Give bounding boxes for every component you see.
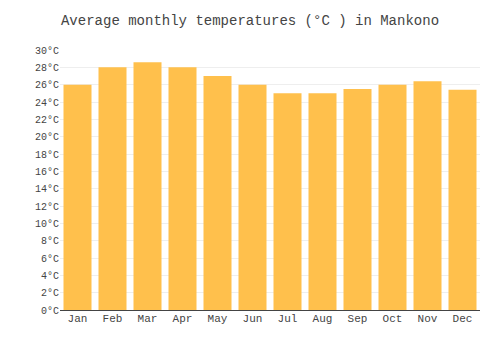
svg-text:10°C: 10°C xyxy=(35,219,59,230)
svg-text:Dec: Dec xyxy=(453,313,473,325)
svg-text:14°C: 14°C xyxy=(35,184,59,195)
svg-text:Mar: Mar xyxy=(138,313,158,325)
svg-text:12°C: 12°C xyxy=(35,202,59,213)
svg-text:Oct: Oct xyxy=(383,313,403,325)
svg-text:Sep: Sep xyxy=(348,313,368,325)
svg-text:Jan: Jan xyxy=(68,313,88,325)
svg-text:8°C: 8°C xyxy=(41,236,59,247)
svg-text:Nov: Nov xyxy=(418,313,438,325)
svg-text:26°C: 26°C xyxy=(35,80,59,91)
svg-text:4°C: 4°C xyxy=(41,271,59,282)
svg-text:Aug: Aug xyxy=(313,313,333,325)
svg-text:Average monthly temperatures (: Average monthly temperatures (°C ) in Ma… xyxy=(61,13,439,29)
svg-text:16°C: 16°C xyxy=(35,167,59,178)
svg-text:2°C: 2°C xyxy=(41,288,59,299)
svg-text:28°C: 28°C xyxy=(35,63,59,74)
svg-text:May: May xyxy=(208,313,228,325)
svg-text:Apr: Apr xyxy=(173,313,193,325)
svg-text:Jun: Jun xyxy=(243,313,263,325)
svg-text:Feb: Feb xyxy=(103,313,123,325)
svg-text:Jul: Jul xyxy=(278,313,298,325)
svg-text:6°C: 6°C xyxy=(41,254,59,265)
svg-text:30°C: 30°C xyxy=(35,46,59,57)
svg-text:18°C: 18°C xyxy=(35,150,59,161)
svg-text:22°C: 22°C xyxy=(35,115,59,126)
svg-text:0°C: 0°C xyxy=(41,306,59,317)
svg-text:20°C: 20°C xyxy=(35,132,59,143)
svg-text:24°C: 24°C xyxy=(35,98,59,109)
